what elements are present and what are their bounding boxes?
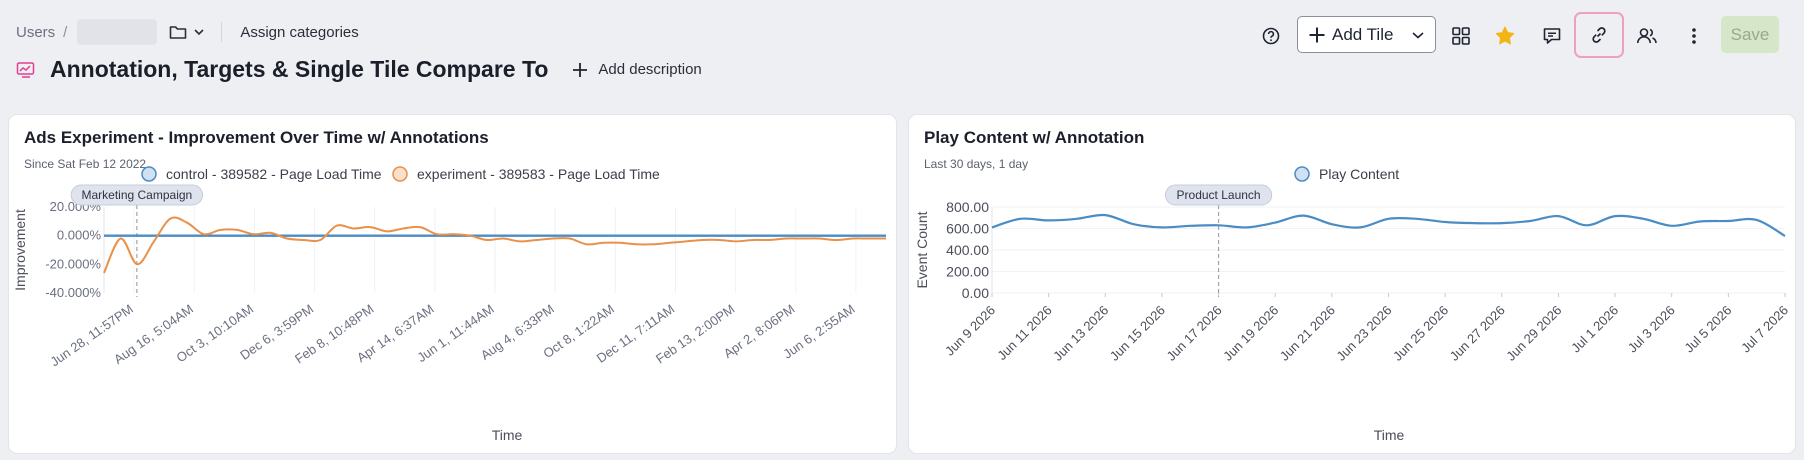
- plus-icon: [573, 62, 588, 77]
- breadcrumb-separator: /: [63, 23, 68, 41]
- folder-menu-button[interactable]: [169, 24, 205, 40]
- x-tick-label: Jun 11 2026: [994, 303, 1055, 364]
- x-axis-title: Time: [1374, 427, 1405, 443]
- question-circle-icon: [1262, 27, 1280, 45]
- title-row: Annotation, Targets & Single Tile Compar…: [16, 56, 702, 83]
- add-tile-button[interactable]: Add Tile: [1297, 16, 1436, 53]
- legend-swatch: [141, 166, 157, 182]
- x-tick-label: Jun 27 2026: [1447, 303, 1508, 364]
- chevron-down-icon: [1412, 31, 1424, 39]
- add-description-button[interactable]: Add description: [572, 61, 702, 78]
- x-tick-label: Jun 21 2026: [1277, 303, 1338, 364]
- x-tick-label: Jun 29 2026: [1503, 303, 1564, 364]
- users-icon: [1637, 28, 1657, 44]
- favorite-button[interactable]: [1485, 16, 1525, 56]
- more-options-button[interactable]: [1674, 16, 1714, 56]
- annotation-badge: [1164, 184, 1273, 206]
- comments-button[interactable]: [1532, 16, 1572, 56]
- y-tick-label: 0.00: [962, 285, 989, 301]
- improvement-chart: 20.000%0.000%-20.000%-40.000%Jun 28, 11:…: [12, 166, 886, 443]
- x-tick-label: Jun 9 2026: [942, 303, 998, 359]
- x-tick-label: Jul 3 2026: [1625, 303, 1678, 356]
- series-line-0: [991, 213, 1786, 237]
- y-axis-title: Event Count: [914, 211, 930, 288]
- x-axis-title: Time: [492, 427, 523, 443]
- tile-subtitle: Since Sat Feb 12 2022: [24, 157, 147, 171]
- link-icon: [1592, 27, 1606, 43]
- help-button[interactable]: [1251, 16, 1291, 56]
- annotation-badge: [70, 184, 204, 206]
- chevron-down-icon: [194, 29, 204, 36]
- y-tick-label: 400.00: [946, 242, 989, 258]
- y-axis-title: Improvement: [12, 209, 28, 291]
- annotation-label: Marketing Campaign: [81, 188, 192, 202]
- tile-subtitle: Last 30 days, 1 day: [924, 157, 1029, 171]
- comment-icon: [1543, 28, 1561, 44]
- x-tick-label: Jun 25 2026: [1390, 303, 1451, 364]
- y-tick-label: 200.00: [946, 264, 989, 280]
- x-tick-label: Jun 17 2026: [1163, 303, 1224, 364]
- breadcrumb-redacted[interactable]: [77, 19, 158, 45]
- add-tile-label: Add Tile: [1332, 24, 1394, 44]
- page-title: Annotation, Targets & Single Tile Compar…: [50, 56, 549, 82]
- y-tick-label: 600.00: [946, 221, 989, 237]
- tile-play-content[interactable]: Play Content w/ Annotation Last 30 days,…: [909, 115, 1795, 453]
- users-button[interactable]: [1627, 16, 1667, 56]
- legend-label: Play Content: [1319, 166, 1399, 182]
- tile-title: Ads Experiment - Improvement Over Time w…: [24, 128, 489, 147]
- y-tick-label: -40.000%: [45, 285, 101, 300]
- tile-ads-experiment[interactable]: Ads Experiment - Improvement Over Time w…: [9, 115, 896, 453]
- x-tick-label: Jun 15 2026: [1107, 303, 1168, 364]
- breadcrumb-users[interactable]: Users: [16, 23, 56, 41]
- x-tick-label: Jun 23 2026: [1333, 303, 1394, 364]
- top-bar: Users / Assign categories Annotation, Ta…: [0, 0, 1804, 108]
- dashboard-chart-icon: [16, 61, 35, 78]
- y-tick-label: -20.000%: [45, 256, 101, 271]
- more-vertical-icon: [1692, 28, 1696, 44]
- legend-label: experiment - 389583 - Page Load Time: [417, 166, 660, 182]
- folder-icon: [170, 26, 187, 39]
- grid-icon: [1452, 27, 1470, 45]
- x-tick-label: Jun 13 2026: [1050, 303, 1111, 364]
- layout-grid-button[interactable]: [1441, 16, 1481, 56]
- tile-title: Play Content w/ Annotation: [924, 128, 1145, 147]
- legend-swatch: [1294, 166, 1310, 182]
- breadcrumb: Users / Assign categories: [16, 19, 359, 45]
- divider: [221, 22, 223, 42]
- y-tick-label: 0.000%: [57, 228, 102, 243]
- assign-categories-link[interactable]: Assign categories: [240, 23, 359, 41]
- legend-swatch: [392, 166, 408, 182]
- legend-label: control - 389582 - Page Load Time: [166, 166, 382, 182]
- plus-icon: [1309, 27, 1325, 42]
- x-tick-label: Jul 1 2026: [1568, 303, 1621, 356]
- y-tick-label: 800.00: [946, 199, 989, 215]
- save-button[interactable]: Save: [1721, 16, 1779, 53]
- star-icon: [1495, 26, 1515, 45]
- x-tick-label: Jul 7 2026: [1738, 303, 1791, 356]
- add-description-label: Add description: [598, 61, 702, 78]
- x-tick-label: Jun 19 2026: [1220, 303, 1281, 364]
- series-line-1: [103, 216, 886, 274]
- x-tick-label: Jul 5 2026: [1681, 303, 1734, 356]
- share-link-button[interactable]: [1574, 12, 1624, 58]
- annotation-label: Product Launch: [1177, 188, 1261, 202]
